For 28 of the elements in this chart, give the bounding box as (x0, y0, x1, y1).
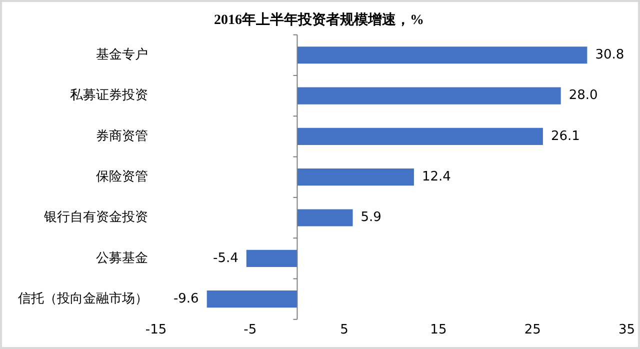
data-label: -5.4 (213, 250, 238, 266)
x-tick-label: -15 (145, 322, 167, 338)
y-tick-label: 基金专户 (96, 48, 148, 63)
y-tick-label: 保险资管 (96, 169, 148, 184)
x-tick-label: 5 (340, 322, 348, 338)
bar (297, 87, 561, 104)
x-tick-label: 25 (524, 322, 541, 338)
x-tick-label: 35 (618, 322, 635, 338)
data-label: 26.1 (550, 128, 580, 144)
y-tick-label: 私募证券投资 (70, 88, 148, 104)
bar (246, 250, 298, 267)
data-label: 12.4 (422, 169, 451, 184)
bar (206, 290, 298, 308)
bar (297, 128, 543, 145)
x-tick-label: -5 (244, 322, 257, 338)
data-label: 30.8 (595, 48, 624, 63)
x-tick-label: 15 (430, 322, 447, 338)
bar (297, 168, 414, 186)
y-tick-label: 信托（投向金融市场） (18, 291, 148, 306)
data-label: 28.0 (568, 88, 598, 104)
bar (297, 46, 588, 64)
data-label: 5.9 (360, 210, 382, 226)
y-tick-label: 银行自有资金投资 (43, 210, 148, 226)
y-tick-label: 券商资管 (96, 128, 148, 144)
bar (297, 209, 353, 226)
data-label: -9.6 (173, 291, 199, 306)
chart-title: 2016年上半年投资者规模增速，% (214, 12, 424, 28)
y-tick-label: 公募基金 (96, 250, 148, 266)
